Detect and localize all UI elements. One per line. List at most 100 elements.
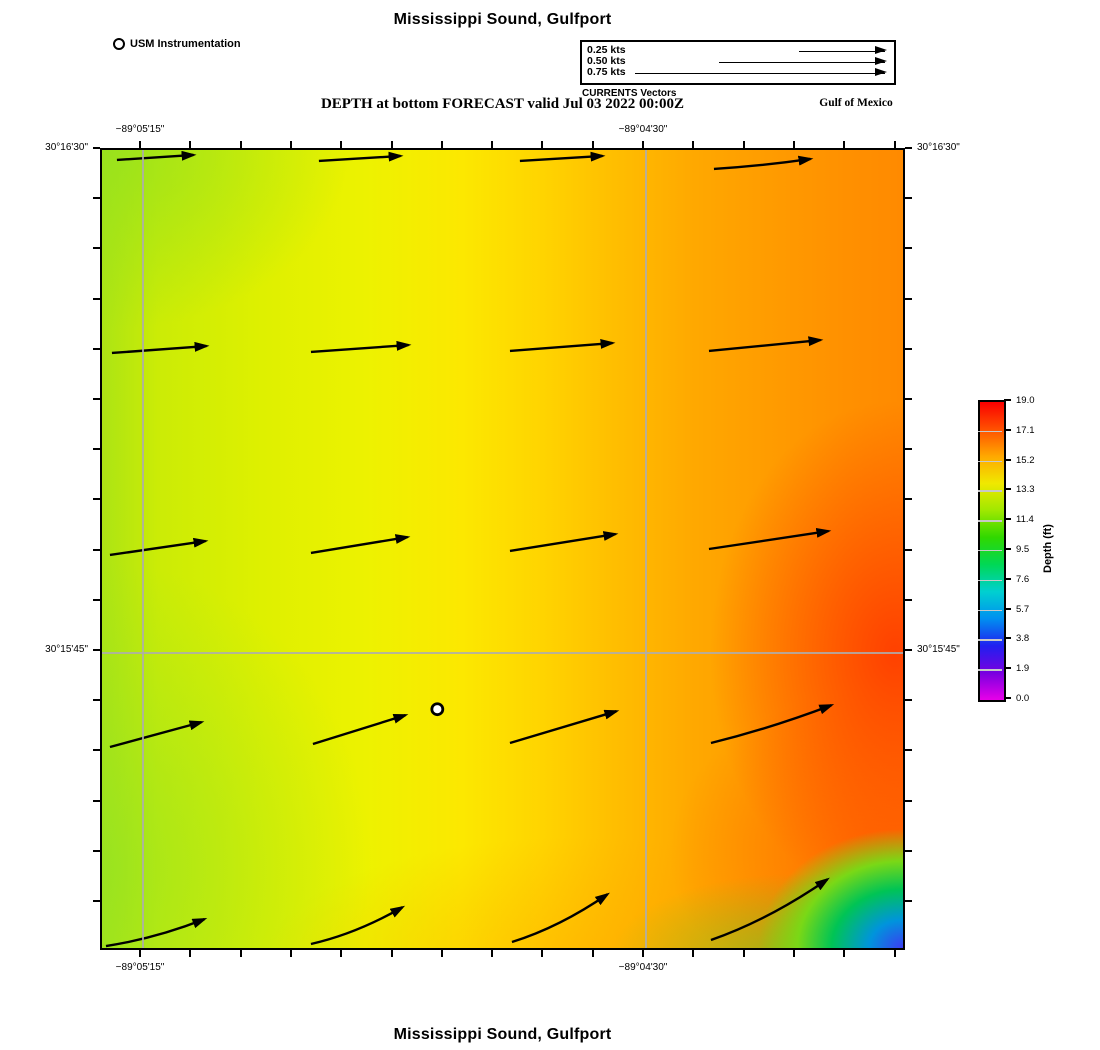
y-tick-left	[93, 398, 100, 400]
x-tick-top	[239, 141, 242, 148]
colorbar-tick-label: 1.9	[1016, 663, 1030, 675]
x-tick-bottom	[792, 950, 795, 957]
y-tick-left	[93, 548, 100, 551]
lat-label-left-1: 30°15'45"	[45, 644, 88, 655]
y-tick-right	[905, 197, 912, 200]
x-tick-top	[189, 141, 192, 148]
colorbar-tick	[1004, 458, 1011, 461]
x-tick-top	[843, 141, 846, 148]
colorbar-tick	[1004, 637, 1011, 640]
colorbar-tick	[1004, 548, 1011, 550]
x-tick-bottom	[440, 950, 443, 957]
colorbar-tick	[1004, 428, 1011, 431]
x-tick-bottom	[541, 950, 544, 957]
colorbar-gridline	[978, 609, 1002, 611]
y-tick-right	[905, 548, 912, 551]
colorbar-tick-label: 5.7	[1016, 603, 1030, 615]
y-tick-right	[905, 297, 912, 300]
y-tick-left	[93, 799, 100, 802]
y-tick-left	[93, 297, 100, 300]
colorbar-tick	[1004, 577, 1011, 580]
colorbar-tick	[1004, 488, 1011, 491]
y-tick-left	[93, 147, 100, 149]
y-tick-left	[93, 448, 100, 451]
instrumentation-legend: USM Instrumentation	[113, 38, 241, 50]
colorbar-gridline	[978, 520, 1002, 522]
x-tick-top	[742, 141, 745, 148]
lon-label-bottom-1: −89°04'30"	[618, 962, 668, 973]
y-tick-left	[93, 247, 100, 250]
colorbar-tick	[1004, 607, 1011, 610]
current-vector-arrow	[519, 151, 606, 163]
instrumentation-label: USM Instrumentation	[130, 38, 241, 50]
gridline-vertical-1	[645, 150, 647, 948]
y-tick-right	[905, 448, 912, 451]
arrowhead-icon	[875, 46, 887, 54]
x-tick-bottom	[591, 950, 594, 957]
y-tick-right	[905, 900, 912, 902]
x-tick-bottom	[742, 950, 745, 957]
current-vector-arrow	[318, 151, 404, 163]
colorbar-tick-label: 7.6	[1016, 573, 1030, 585]
x-tick-top	[893, 141, 896, 148]
scale-label-0: 0.25 kts	[587, 44, 626, 56]
y-tick-left	[93, 749, 100, 752]
current-vector-arrow	[312, 713, 409, 746]
colorbar-gridline	[978, 639, 1002, 641]
x-tick-top	[491, 141, 494, 148]
x-tick-top	[541, 141, 544, 148]
current-vector-arrow	[708, 527, 832, 551]
x-tick-bottom	[340, 950, 343, 957]
colorbar-tick-label: 19.0	[1016, 395, 1035, 406]
x-tick-bottom	[491, 950, 494, 957]
current-vector-arrow	[109, 537, 209, 557]
current-vector-arrow	[713, 155, 814, 171]
x-tick-top	[792, 141, 795, 148]
region-label: Gulf of Mexico	[819, 97, 893, 109]
x-tick-bottom	[390, 950, 393, 957]
currents-caption: CURRENTS Vectors	[582, 88, 677, 99]
station-marker-icon	[113, 38, 125, 50]
y-tick-right	[905, 749, 912, 752]
current-vector-arrow	[710, 704, 835, 745]
x-tick-top	[390, 141, 393, 148]
y-tick-right	[905, 799, 912, 802]
footer-title: Mississippi Sound, Gulfport	[393, 1026, 612, 1043]
colorbar-tick-label: 13.3	[1016, 484, 1035, 496]
lon-label-top-1: −89°04'30"	[618, 124, 668, 135]
current-vector-arrow	[105, 918, 208, 948]
colorbar-tick	[1004, 697, 1011, 699]
current-vector-arrow	[509, 531, 619, 553]
y-tick-right	[905, 849, 912, 852]
colorbar-tick-label: 0.0	[1016, 693, 1030, 704]
y-tick-left	[93, 598, 100, 601]
map-plot	[100, 148, 905, 950]
current-vector-arrow	[310, 905, 406, 946]
arrowhead-icon	[875, 57, 887, 65]
lat-label-right-1: 30°15'45"	[917, 644, 960, 655]
current-vector-arrow	[310, 340, 412, 354]
colorbar-tick	[1004, 399, 1011, 401]
scale-arrow-icon	[635, 68, 887, 76]
x-tick-bottom	[189, 950, 192, 957]
y-tick-left	[93, 197, 100, 200]
current-vector-arrow	[509, 709, 620, 745]
x-tick-bottom	[239, 950, 242, 957]
gridline-horizontal-0	[102, 652, 903, 654]
colorbar-tick	[1004, 667, 1011, 670]
x-tick-top	[692, 141, 695, 148]
x-tick-bottom	[893, 950, 896, 957]
gridline-vertical-0	[142, 150, 144, 948]
y-tick-right	[905, 649, 912, 651]
y-tick-right	[905, 347, 912, 350]
y-tick-right	[905, 147, 912, 149]
colorbar-gridline	[978, 669, 1002, 671]
x-tick-bottom	[289, 950, 292, 957]
colorbar-tick-label: 17.1	[1016, 424, 1035, 436]
colorbar-title: Depth (ft)	[1042, 524, 1054, 574]
current-vector-arrow	[111, 341, 210, 355]
x-tick-top	[440, 141, 443, 148]
arrowhead-icon	[875, 68, 887, 76]
y-tick-left	[93, 900, 100, 902]
y-tick-left	[93, 498, 100, 501]
